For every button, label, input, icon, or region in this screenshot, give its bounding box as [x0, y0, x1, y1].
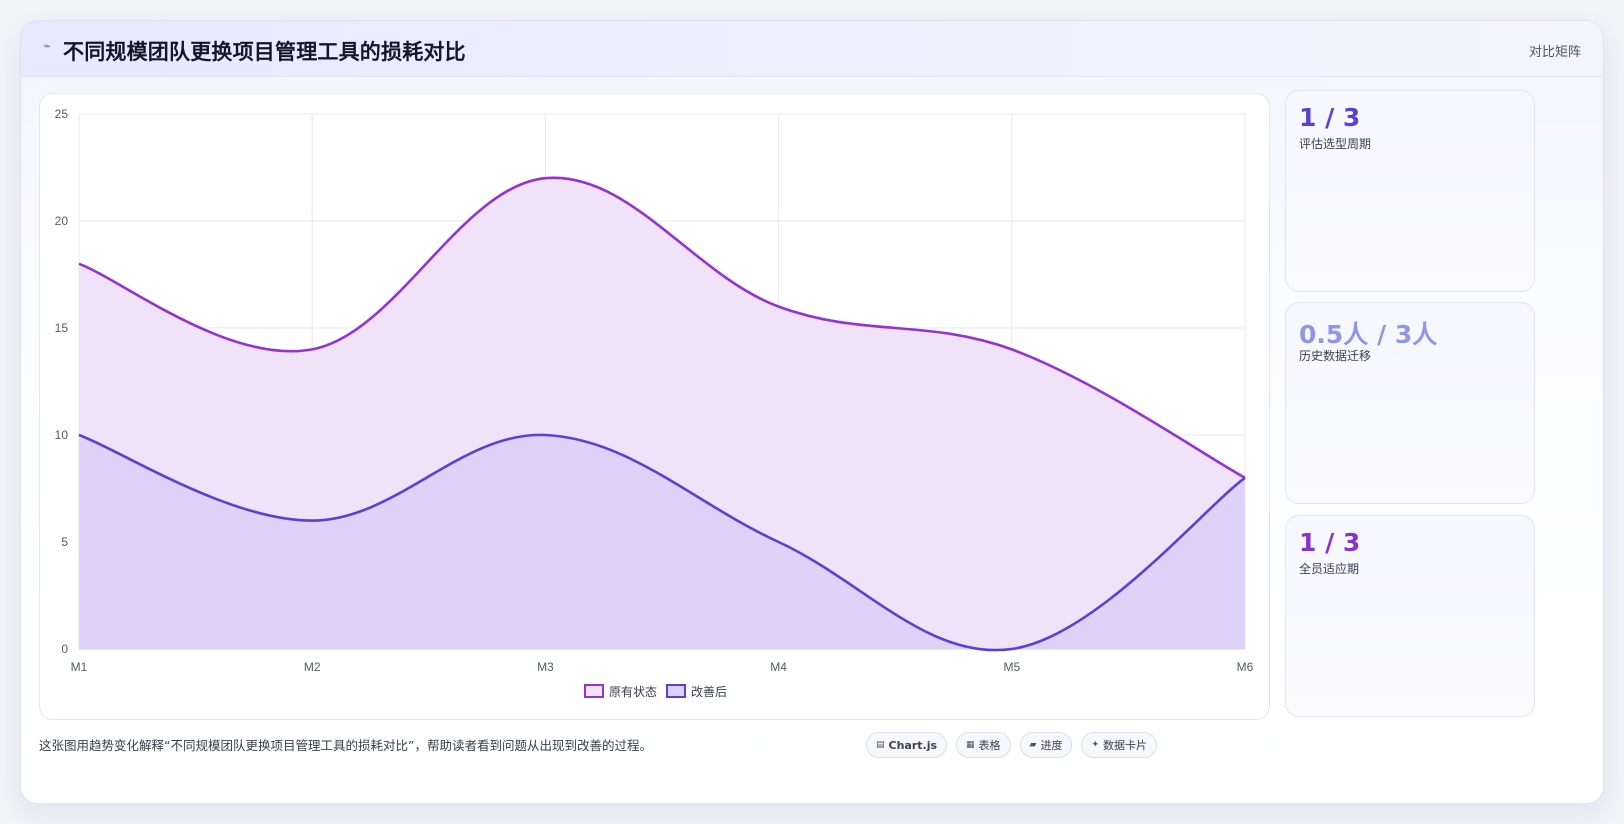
chart-library-icon: ▤ — [876, 740, 885, 750]
legend-label: 改善后 — [691, 684, 727, 699]
tag-label: 进度 — [1040, 739, 1063, 752]
y-tick-label: 5 — [61, 535, 68, 549]
y-tick-label: 20 — [55, 214, 69, 228]
progress-icon: ▰ — [1029, 740, 1037, 750]
chart-legend: 原有状态 改善后 — [584, 684, 727, 699]
chart-areas — [79, 177, 1245, 651]
chart-lines — [78, 176, 1246, 652]
area-chart: 0 5 10 15 20 25 M1 M2 M3 M4 M5 M6 原有状态 改善后 — [55, 107, 1254, 699]
stat-label: 历史数据迁移 — [1299, 349, 1372, 363]
tag-progress[interactable]: ▰ 进度 — [1019, 732, 1073, 758]
stat-card-evaluation: 1 / 3 评估选型周期 — [1285, 90, 1535, 292]
stat-card-adaptation: 1 / 3 全员适应期 — [1285, 515, 1535, 717]
chart-caption: 这张图用趋势变化解释“不同规模团队更换项目管理工具的损耗对比”，帮助读者看到问题… — [39, 738, 652, 753]
x-tick-label: M1 — [71, 660, 88, 674]
x-tick-label: M3 — [537, 660, 554, 674]
x-tick-label: M6 — [1237, 660, 1254, 674]
page-title: 不同规模团队更换项目管理工具的损耗对比 — [63, 40, 466, 64]
series-line-2 — [78, 433, 1246, 652]
stat-card-migration: 0.5人 / 3人 历史数据迁移 — [1285, 302, 1535, 504]
series-line-1 — [78, 176, 1246, 479]
table-icon: ▦ — [966, 740, 975, 750]
chart-icon: ⌁ — [43, 39, 51, 54]
x-tick-label: M4 — [770, 660, 787, 674]
stat-value: 0.5人 / 3人 — [1299, 320, 1438, 349]
stat-value: 1 / 3 — [1299, 103, 1361, 132]
legend-label: 原有状态 — [609, 685, 657, 699]
tag-label: 表格 — [978, 739, 1001, 752]
stat-label: 评估选型周期 — [1299, 137, 1372, 151]
x-axis-ticks: M1 M2 M3 M4 M5 M6 — [71, 660, 1254, 674]
stat-value: 1 / 3 — [1299, 528, 1361, 557]
card-header: ⌁ 不同规模团队更换项目管理工具的损耗对比 对比矩阵 — [21, 21, 1603, 77]
y-tick-label: 0 — [61, 642, 68, 656]
stat-label: 全员适应期 — [1299, 562, 1360, 576]
tag-data-card[interactable]: ✦ 数据卡片 — [1081, 732, 1158, 758]
y-axis-ticks: 0 5 10 15 20 25 — [55, 107, 69, 656]
x-tick-label: M2 — [304, 660, 321, 674]
y-tick-label: 25 — [55, 107, 69, 121]
x-tick-label: M5 — [1003, 660, 1020, 674]
y-tick-label: 10 — [55, 428, 69, 442]
legend-swatch — [584, 684, 604, 698]
tag-list: ▤ Chart.js ▦ 表格 ▰ 进度 ✦ 数据卡片 — [866, 732, 1158, 758]
tag-table[interactable]: ▦ 表格 — [956, 732, 1011, 758]
tag-chartjs[interactable]: ▤ Chart.js — [866, 732, 948, 758]
legend-swatch — [666, 684, 686, 698]
sparkle-icon: ✦ — [1091, 740, 1100, 750]
tag-label: Chart.js — [888, 738, 938, 752]
comparison-matrix-label: 对比矩阵 — [1528, 45, 1581, 60]
series-area-2 — [79, 434, 1245, 651]
dashboard-card: ⌁ 不同规模团队更换项目管理工具的损耗对比 对比矩阵 0 5 10 15 20 25 M1… — [20, 20, 1604, 804]
chart-panel: 0 5 10 15 20 25 M1 M2 M3 M4 M5 M6 原有状态 改善后 — [39, 93, 1270, 720]
y-tick-label: 15 — [55, 321, 69, 335]
tag-label: 数据卡片 — [1103, 739, 1148, 752]
